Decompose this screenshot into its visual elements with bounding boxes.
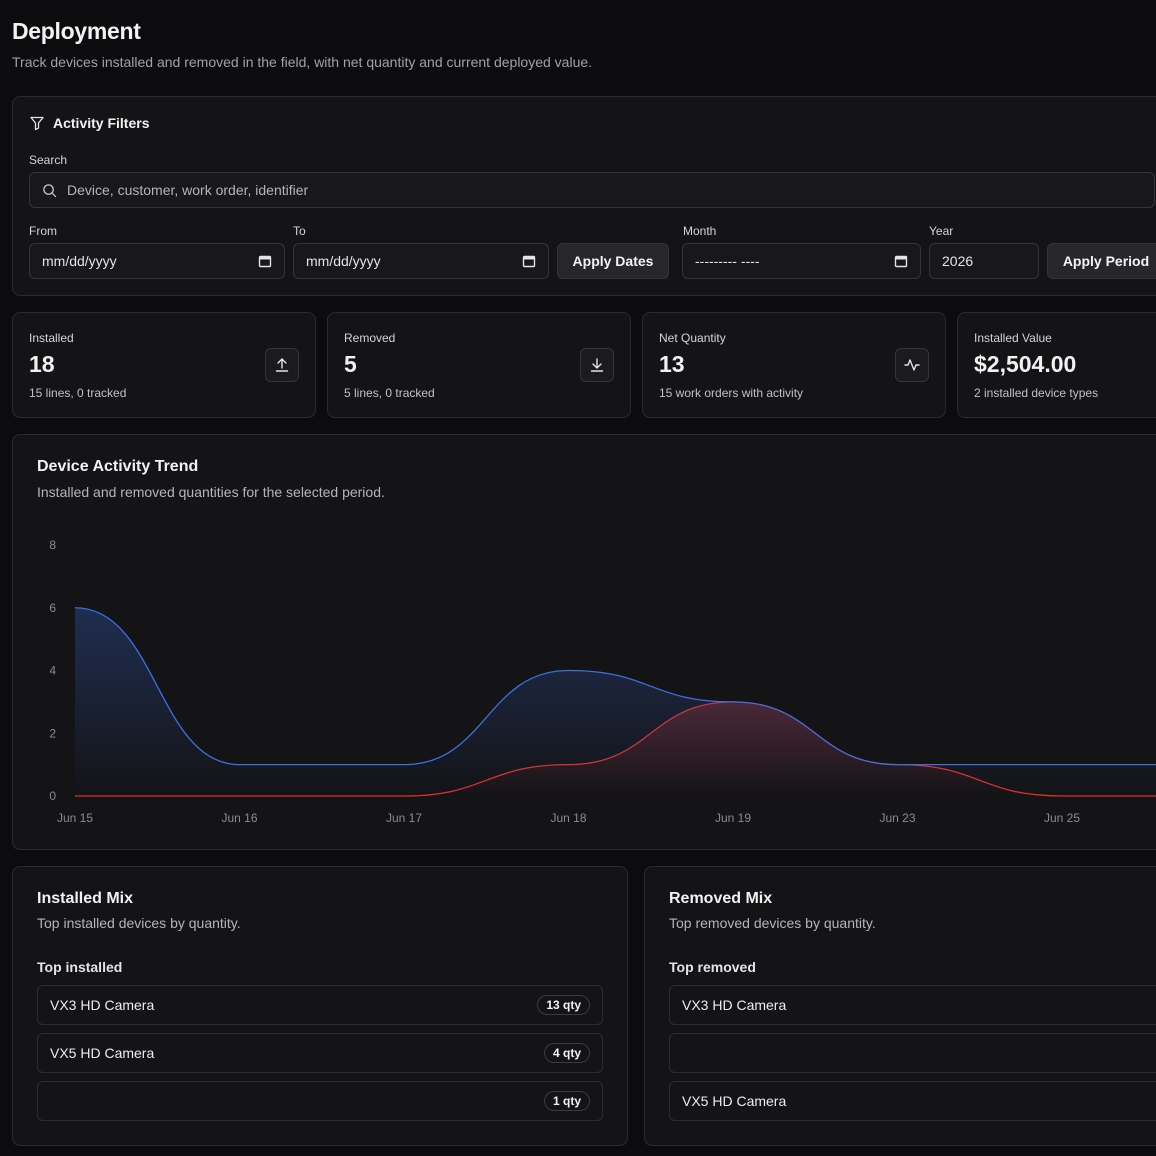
calendar-icon[interactable] bbox=[894, 254, 908, 268]
activity-icon bbox=[895, 348, 929, 382]
to-label: To bbox=[293, 224, 306, 238]
qty-badge: 4 qty bbox=[543, 1043, 590, 1063]
to-date-input[interactable]: mm/dd/yyyy bbox=[293, 243, 549, 279]
filters-header: Activity Filters bbox=[29, 115, 149, 131]
calendar-icon[interactable] bbox=[522, 254, 536, 268]
stat-card-net-quantity: Net Quantity 13 15 work orders with acti… bbox=[642, 312, 946, 418]
list-item[interactable] bbox=[669, 1033, 1156, 1073]
chart-subtitle: Installed and removed quantities for the… bbox=[37, 484, 385, 500]
top-installed-heading: Top installed bbox=[37, 959, 123, 975]
x-tick-label: Jun 25 bbox=[1044, 811, 1080, 825]
stat-subtext: 15 lines, 0 tracked bbox=[29, 386, 127, 400]
stat-label: Installed Value bbox=[974, 331, 1052, 345]
month-label: Month bbox=[683, 224, 717, 238]
y-tick-label: 0 bbox=[49, 789, 56, 803]
series-area-installed bbox=[75, 607, 1156, 796]
activity-filters-card: Activity Filters Search Device, customer… bbox=[12, 96, 1156, 296]
y-tick-label: 4 bbox=[49, 664, 56, 678]
month-value: --------- ---- bbox=[695, 253, 760, 269]
x-tick-label: Jun 23 bbox=[879, 811, 915, 825]
device-name: VX3 HD Camera bbox=[50, 997, 155, 1013]
stat-value: 5 bbox=[344, 351, 357, 377]
search-input[interactable]: Device, customer, work order, identifier bbox=[29, 172, 1155, 208]
stat-subtext: 15 work orders with activity bbox=[659, 386, 804, 400]
x-tick-label: Jun 15 bbox=[57, 811, 93, 825]
from-date-input[interactable]: mm/dd/yyyy bbox=[29, 243, 285, 279]
search-placeholder: Device, customer, work order, identifier bbox=[67, 182, 309, 198]
list-item[interactable]: VX3 HD Camera 13 qty bbox=[37, 985, 603, 1025]
installed-mix-subtitle: Top installed devices by quantity. bbox=[37, 915, 241, 931]
x-tick-label: Jun 18 bbox=[550, 811, 586, 825]
installed-mix-title: Installed Mix bbox=[37, 890, 134, 907]
apply-period-button[interactable]: Apply Period bbox=[1047, 243, 1156, 279]
y-tick-label: 6 bbox=[49, 601, 56, 615]
list-item[interactable]: VX5 HD Camera bbox=[669, 1081, 1156, 1121]
year-label: Year bbox=[929, 224, 954, 238]
stat-label: Net Quantity bbox=[659, 331, 726, 345]
download-icon bbox=[580, 348, 614, 382]
qty-badge: 13 qty bbox=[537, 995, 590, 1015]
stat-card-installed: Installed 18 15 lines, 0 tracked bbox=[12, 312, 316, 418]
month-input[interactable]: --------- ---- bbox=[682, 243, 921, 279]
list-item[interactable]: 1 qty bbox=[37, 1081, 603, 1121]
y-tick-label: 8 bbox=[49, 538, 56, 552]
filters-title: Activity Filters bbox=[53, 115, 150, 131]
device-activity-trend-card: Device Activity Trend Installed and remo… bbox=[12, 434, 1156, 850]
stat-card-installed-value: Installed Value $2,504.00 2 installed de… bbox=[957, 312, 1156, 418]
stat-value: 18 bbox=[29, 351, 55, 377]
stat-subtext: 5 lines, 0 tracked bbox=[344, 386, 435, 400]
stat-label: Removed bbox=[344, 331, 396, 345]
page-title: Deployment bbox=[12, 18, 141, 44]
upload-icon bbox=[265, 348, 299, 382]
list-item[interactable]: VX5 HD Camera 4 qty bbox=[37, 1033, 603, 1073]
device-name: VX5 HD Camera bbox=[682, 1093, 787, 1109]
stat-subtext: 2 installed device types bbox=[974, 386, 1099, 400]
top-removed-heading: Top removed bbox=[669, 959, 756, 975]
activity-trend-chart: 0 2 4 6 8 Jun 15 Jun 16 Jun 17 Jun 18 Jun 19 Jun 2… bbox=[49, 538, 1156, 825]
chart-title: Device Activity Trend bbox=[37, 458, 199, 475]
x-tick-label: Jun 17 bbox=[386, 811, 422, 825]
from-date-value: mm/dd/yyyy bbox=[42, 253, 117, 269]
y-tick-label: 2 bbox=[49, 726, 56, 740]
removed-mix-subtitle: Top removed devices by quantity. bbox=[669, 915, 876, 931]
stat-card-removed: Removed 5 5 lines, 0 tracked bbox=[327, 312, 631, 418]
removed-mix-card: Removed Mix Top removed devices by quant… bbox=[644, 866, 1156, 1146]
x-tick-label: Jun 19 bbox=[715, 811, 751, 825]
to-date-value: mm/dd/yyyy bbox=[306, 253, 381, 269]
filter-icon bbox=[30, 116, 44, 131]
from-label: From bbox=[29, 224, 57, 238]
stat-label: Installed bbox=[29, 331, 74, 345]
page-subtitle: Track devices installed and removed in t… bbox=[12, 54, 593, 70]
list-item[interactable]: VX3 HD Camera bbox=[669, 985, 1156, 1025]
device-name: VX3 HD Camera bbox=[682, 997, 787, 1013]
removed-mix-title: Removed Mix bbox=[669, 890, 773, 907]
x-tick-label: Jun 16 bbox=[221, 811, 257, 825]
search-icon bbox=[43, 183, 57, 197]
qty-badge: 1 qty bbox=[543, 1091, 590, 1111]
stat-value: $2,504.00 bbox=[974, 351, 1077, 377]
apply-dates-button[interactable]: Apply Dates bbox=[557, 243, 669, 279]
stat-value: 13 bbox=[659, 351, 685, 377]
installed-mix-card: Installed Mix Top installed devices by q… bbox=[12, 866, 628, 1146]
year-input[interactable]: 2026 bbox=[929, 243, 1039, 279]
calendar-icon[interactable] bbox=[258, 254, 272, 268]
search-label: Search bbox=[29, 153, 68, 167]
device-name: VX5 HD Camera bbox=[50, 1045, 155, 1061]
series-line-installed bbox=[74, 607, 1156, 766]
